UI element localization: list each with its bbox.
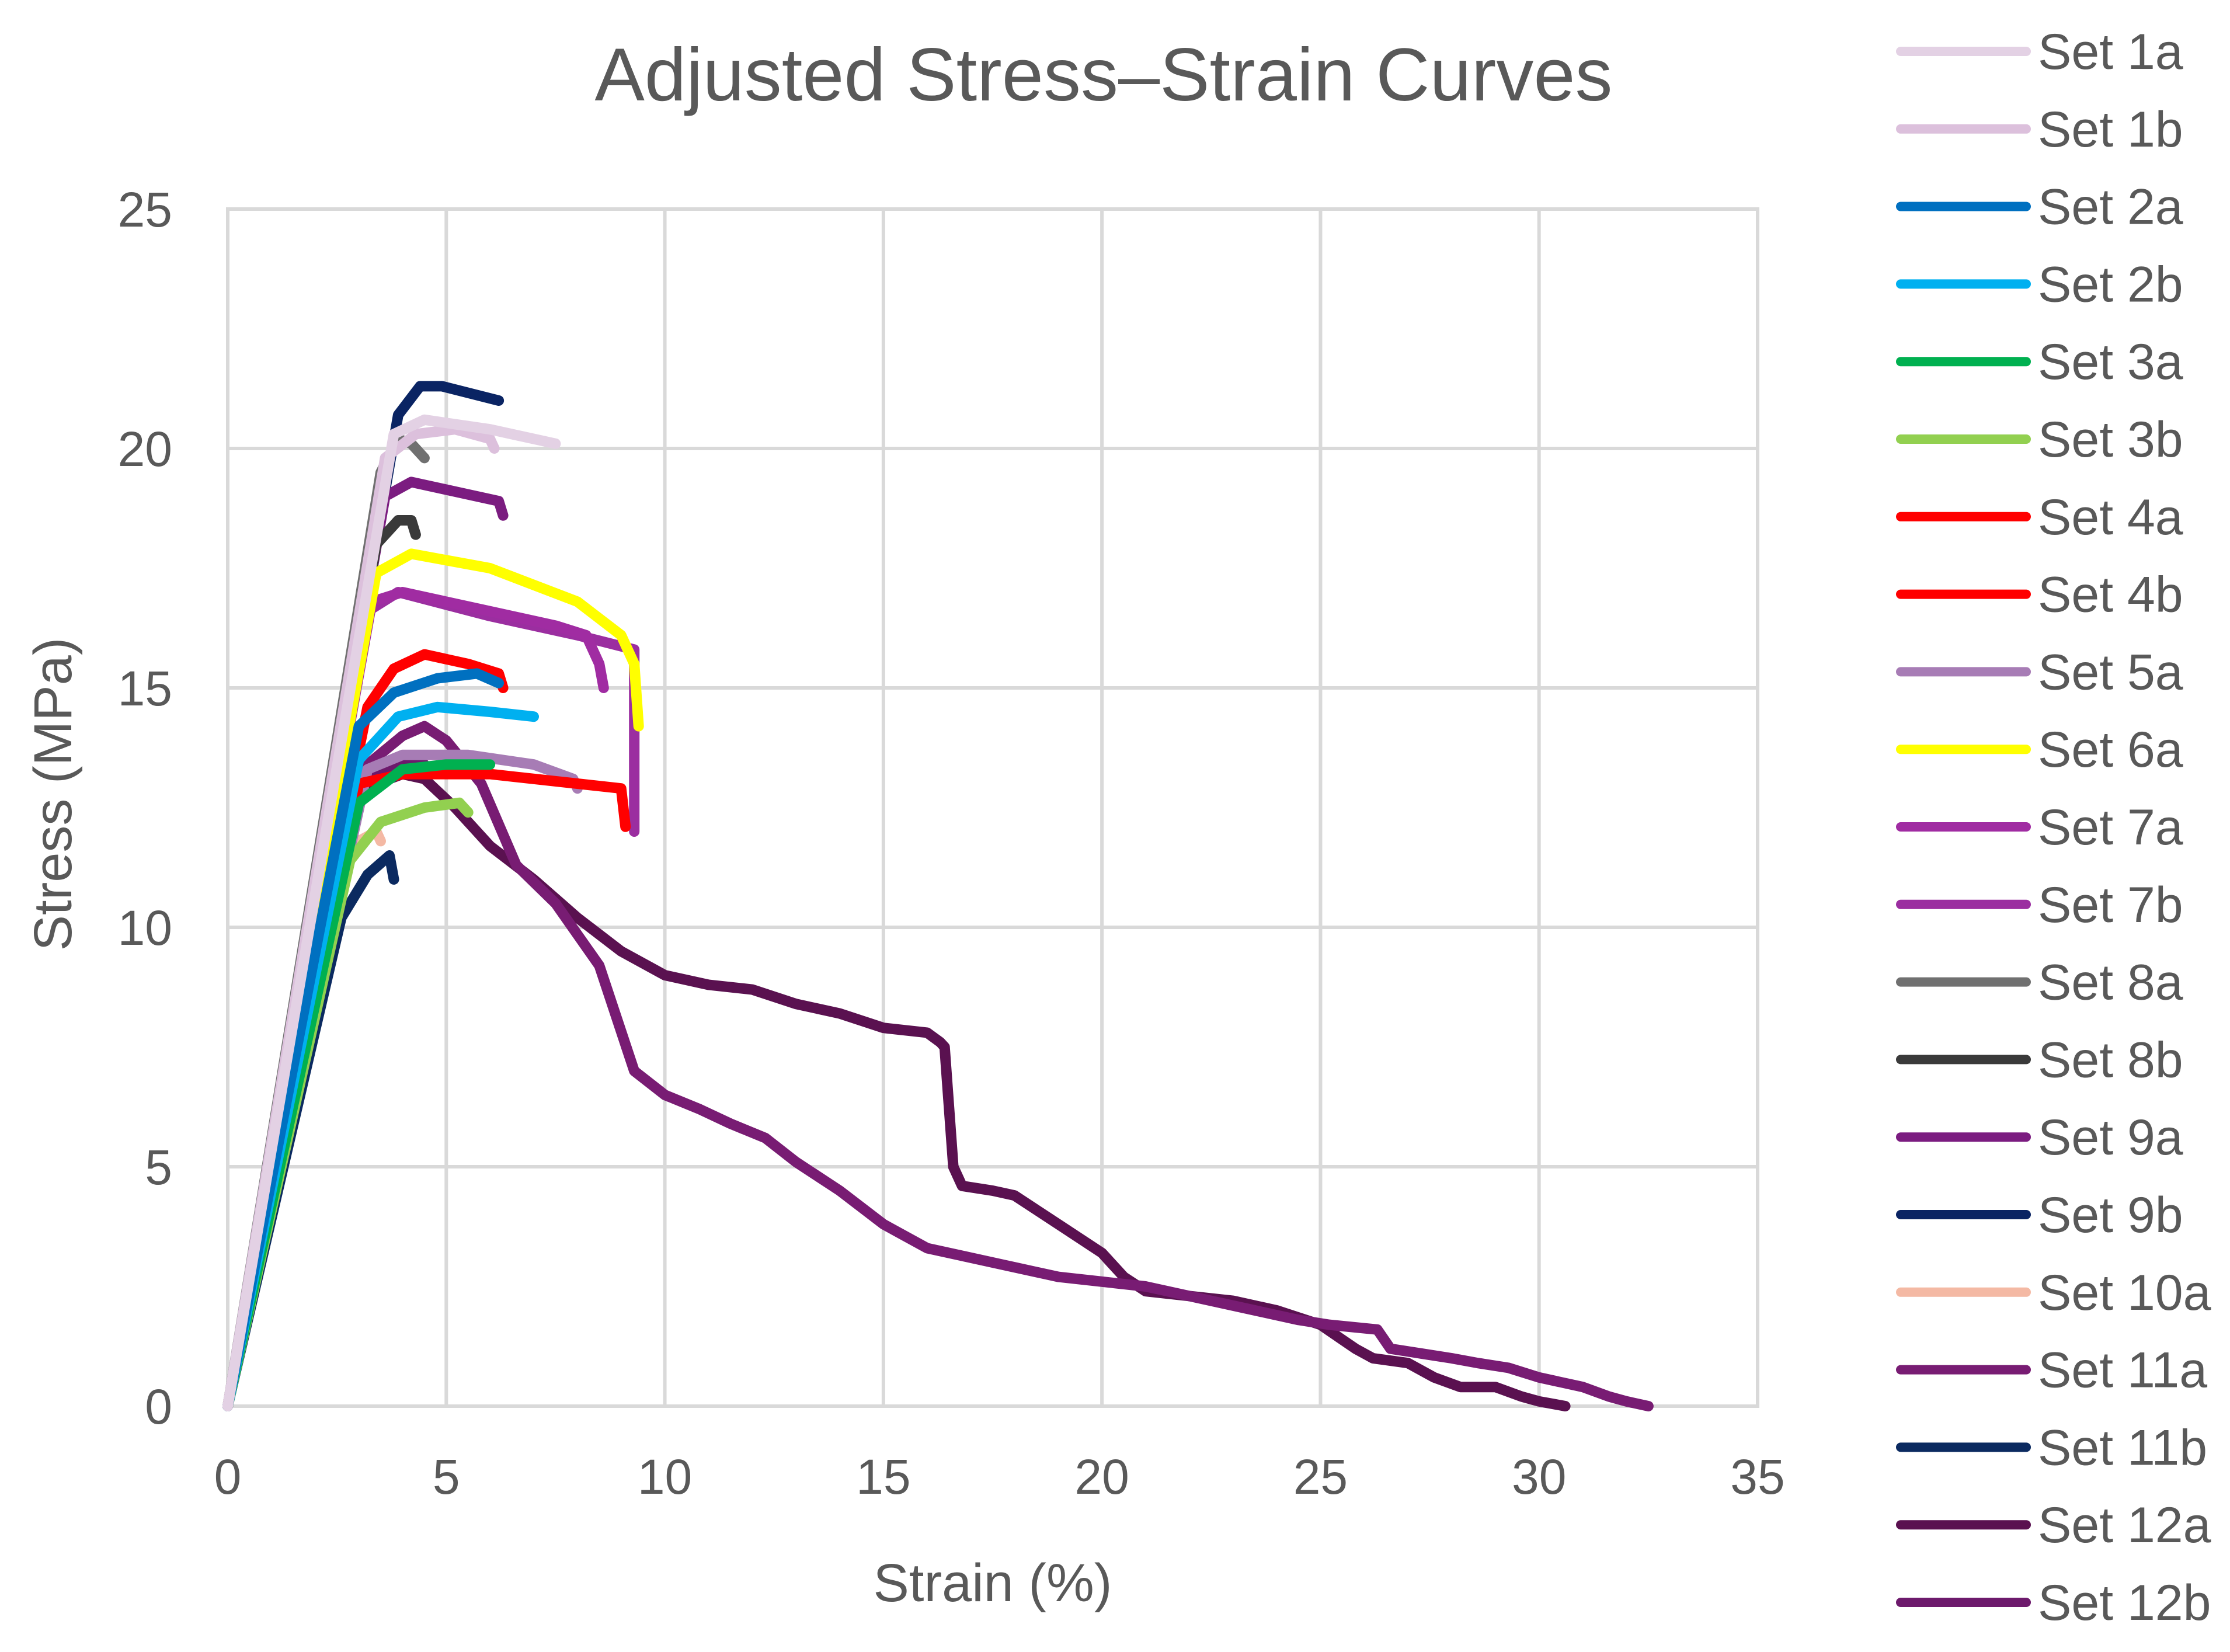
- legend-label: Set 3a: [2038, 334, 2183, 390]
- axis-layer: Adjusted Stress–Strain Curves Strain (%)…: [23, 33, 1785, 1613]
- legend-label: Set 12b: [2038, 1575, 2211, 1631]
- y-axis-title: Stress (MPa): [23, 638, 83, 951]
- y-tick-label: 0: [145, 1379, 172, 1434]
- series-line-set-4b: [222, 649, 509, 1411]
- legend-label: Set 12a: [2038, 1497, 2211, 1553]
- series-layer: [222, 381, 1654, 1411]
- legend-entry: Set 9b: [1896, 1187, 2183, 1243]
- series-line-set-11a: [222, 721, 1654, 1411]
- legend-label: Set 8a: [2038, 955, 2183, 1011]
- plot-area-border: [226, 207, 1759, 1408]
- legend-label: Set 11a: [2038, 1343, 2207, 1399]
- legend-entry: Set 2a: [1896, 179, 2183, 235]
- x-tick-label: 35: [1730, 1449, 1784, 1504]
- chart-title: Adjusted Stress–Strain Curves: [595, 33, 1613, 117]
- series-line-set-1a: [222, 414, 561, 1411]
- legend-entry: Set 8b: [1896, 1032, 2183, 1088]
- y-tick-label: 20: [118, 422, 172, 477]
- x-axis-title: Strain (%): [874, 1553, 1112, 1613]
- legend-label: Set 10a: [2038, 1265, 2211, 1321]
- legend-entry: Set 4a: [1896, 489, 2183, 545]
- y-tick-label: 10: [118, 900, 172, 955]
- legend-entry: Set 3b: [1896, 412, 2183, 468]
- series-line-set-3a: [222, 759, 496, 1411]
- legend-label: Set 1b: [2038, 102, 2183, 158]
- legend-entry: Set 10a: [1896, 1265, 2211, 1321]
- legend-entry: Set 12b: [1896, 1575, 2211, 1631]
- legend-entry: Set 1b: [1896, 102, 2183, 158]
- legend-label: Set 11b: [2038, 1420, 2207, 1476]
- legend-label: Set 9b: [2038, 1187, 2183, 1243]
- x-tick-label: 5: [433, 1449, 460, 1504]
- legend-entry: Set 7a: [1896, 799, 2183, 855]
- legend-entry: Set 5a: [1896, 644, 2183, 700]
- x-tick-label: 30: [1512, 1449, 1566, 1504]
- legend-entry: Set 12a: [1896, 1497, 2211, 1553]
- x-tick-label: 0: [214, 1449, 242, 1504]
- legend-entry: Set 4b: [1896, 567, 2183, 623]
- legend-entry: Set 9a: [1896, 1110, 2183, 1166]
- x-tick-label: 15: [856, 1449, 910, 1504]
- x-tick-label: 10: [638, 1449, 692, 1504]
- legend-entry: Set 11a: [1896, 1343, 2207, 1399]
- legend-entry: Set 2b: [1896, 256, 2183, 312]
- legend-label: Set 7a: [2038, 799, 2183, 855]
- legend-entry: Set 3a: [1896, 334, 2183, 390]
- legend-entry: Set 8a: [1896, 955, 2183, 1011]
- legend-entry: Set 6a: [1896, 722, 2183, 778]
- legend-label: Set 2b: [2038, 256, 2183, 312]
- legend-label: Set 9a: [2038, 1110, 2183, 1166]
- legend-entry: Set 11b: [1896, 1420, 2207, 1476]
- legend-label: Set 2a: [2038, 179, 2183, 235]
- series-line-set-2b: [222, 701, 539, 1411]
- x-tick-label: 25: [1293, 1449, 1348, 1504]
- series-line-set-6a: [222, 548, 644, 1411]
- y-tick-label: 15: [118, 661, 172, 716]
- legend-label: Set 7b: [2038, 877, 2183, 933]
- legend-entry: Set 7b: [1896, 877, 2183, 933]
- legend-entry: Set 1a: [1896, 24, 2183, 80]
- legend-label: Set 4b: [2038, 567, 2183, 623]
- x-tick-label: 20: [1074, 1449, 1129, 1504]
- y-tick-label: 5: [145, 1140, 172, 1195]
- y-tick-label: 25: [118, 182, 172, 237]
- series-line-set-7a: [222, 587, 609, 1411]
- legend-label: Set 3b: [2038, 412, 2183, 468]
- legend-label: Set 1a: [2038, 24, 2183, 80]
- legend: Set 1a Set 1b Set 2a Set 2b Set 3a Set 3b Set …: [1896, 24, 2211, 1631]
- legend-label: Set 5a: [2038, 644, 2183, 700]
- grid-layer: [226, 207, 1759, 1408]
- legend-label: Set 8b: [2038, 1032, 2183, 1088]
- series-line-set-2a: [222, 668, 505, 1411]
- legend-label: Set 4a: [2038, 489, 2183, 545]
- legend-label: Set 6a: [2038, 722, 2183, 778]
